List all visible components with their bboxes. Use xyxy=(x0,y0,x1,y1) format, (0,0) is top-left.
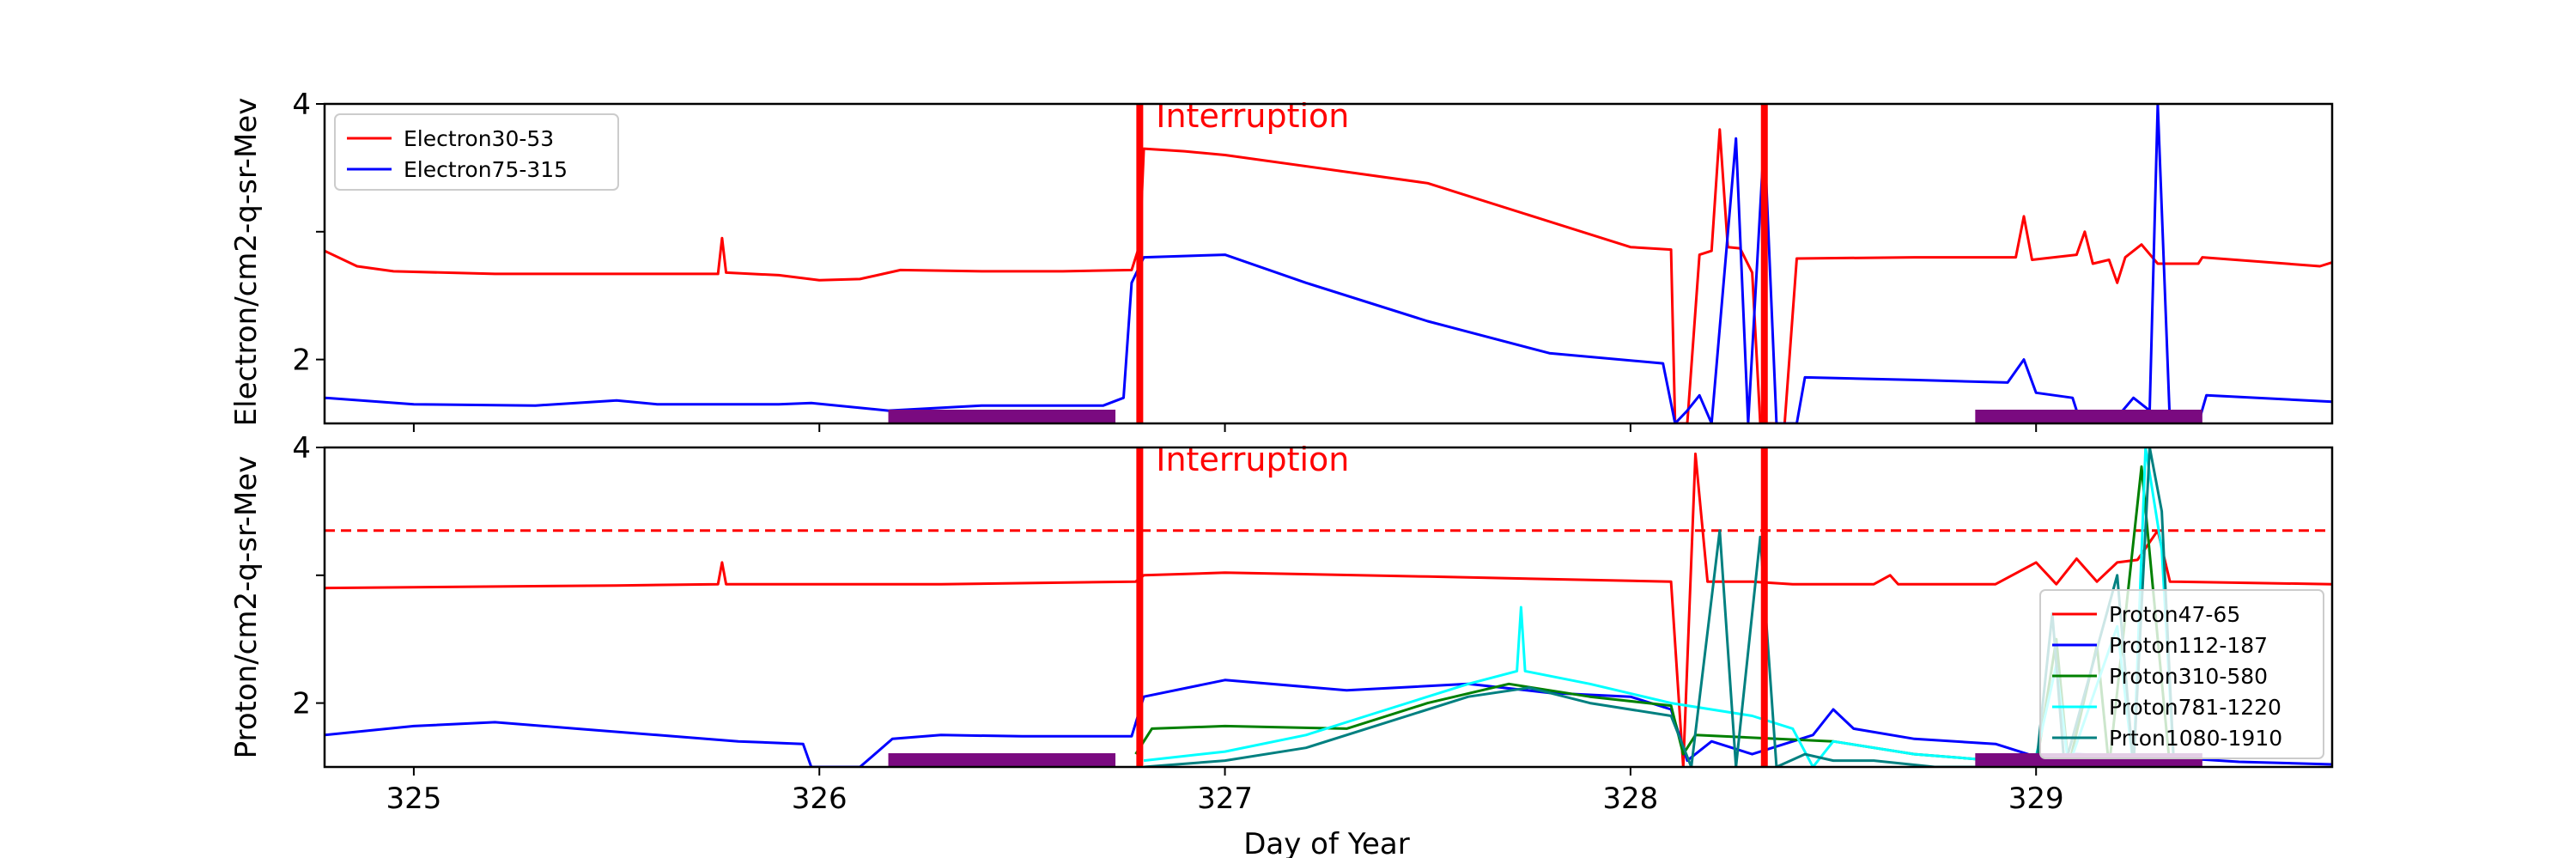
series-line-proton781-1220 xyxy=(1143,447,2176,767)
series-line-proton47-65 xyxy=(325,452,2332,767)
top-y-axis-label: Electron/cm2-q-sr-Mev xyxy=(229,98,264,427)
marker-bar-0 xyxy=(888,410,1116,423)
annotation-label-0: Interruption xyxy=(1156,97,1349,135)
legend-box xyxy=(334,113,619,191)
bottom-y-axis-label: Proton/cm2-q-sr-Mev xyxy=(229,456,264,759)
legend-label-1: Proton112-187 xyxy=(2109,633,2268,658)
legend-label-0: Proton47-65 xyxy=(2109,602,2240,627)
series-line-prton1080-1910 xyxy=(1143,447,2176,767)
plot-area xyxy=(325,104,2332,423)
legend-box xyxy=(2039,589,2324,759)
legend: Proton47-65 Proton112-187 Proton310-580 Pro… xyxy=(2039,589,2324,759)
legend-label-2: Proton310-580 xyxy=(2109,664,2268,689)
marker-bar-0 xyxy=(888,753,1116,767)
x-tick-label-4: 329 xyxy=(2008,782,2064,816)
electron-panel: Interruption 2 4 Electron30-53 Electron75-31… xyxy=(292,88,2334,432)
annotation-label-0: Interruption xyxy=(1156,441,1349,478)
x-tick-label-0: 325 xyxy=(386,782,441,816)
legend: Electron30-53 Electron75-315 xyxy=(334,113,619,191)
marker-bar-1 xyxy=(1975,410,2202,423)
y-tick-label-2: 4 xyxy=(292,431,311,466)
y-tick-label-0: 2 xyxy=(292,344,311,378)
x-tick-label-3: 328 xyxy=(1602,782,1658,816)
legend-label-0: Electron30-53 xyxy=(404,126,554,151)
plot-frame xyxy=(323,102,2334,425)
legend-label-1: Electron75-315 xyxy=(404,157,568,182)
plot-frame xyxy=(323,446,2334,769)
legend-label-4: Prton1080-1910 xyxy=(2109,726,2282,751)
series-line-electron75-315 xyxy=(325,104,2332,423)
y-tick-label-2: 4 xyxy=(292,88,311,122)
legend-label-3: Proton781-1220 xyxy=(2109,695,2281,720)
x-axis-label: Day of Year xyxy=(1243,827,1410,858)
y-tick-label-0: 2 xyxy=(292,687,311,721)
x-tick-label-1: 326 xyxy=(792,782,848,816)
x-tick-label-2: 327 xyxy=(1197,782,1253,816)
proton-panel: Interruption 325 326 327 328 329 2 4 Proton47-65… xyxy=(292,431,2334,816)
plot-area xyxy=(325,447,2332,767)
series-line-electron30-53 xyxy=(325,128,2332,423)
series-line-proton310-580 xyxy=(1134,465,2172,767)
